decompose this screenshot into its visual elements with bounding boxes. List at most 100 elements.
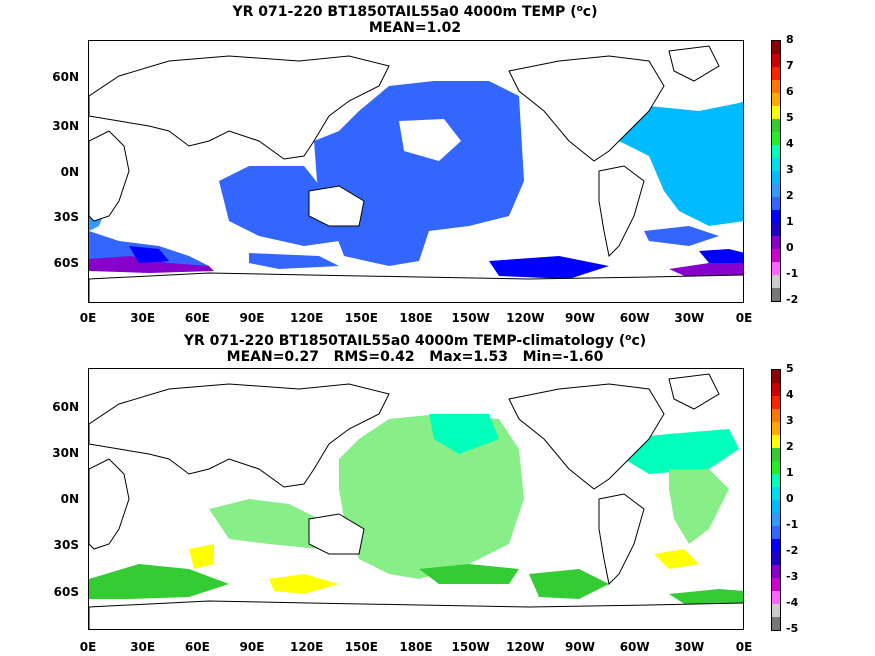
map2-colorbar-label: -1 [786,518,799,531]
map1-southern-atlantic-field [644,226,719,246]
map1-colorbar-swatch [772,171,780,184]
map2-field [89,373,743,629]
map2-colorbar-swatch [772,383,780,396]
map2-yellow-field-1 [189,544,214,569]
map2-lat-label: 30S [53,538,79,552]
map1-lon-label: 150W [451,311,490,325]
map2-lat-label: 60N [52,400,79,414]
map1-lon-label: 120W [506,311,545,325]
map2-pacific-field [339,414,524,579]
map1-lon-label: 30W [674,311,705,325]
map2-north-america-coast [508,383,665,490]
map1-colorbar-label: 5 [786,111,794,124]
map2-lon-label: 120W [506,640,545,654]
map1-indian-field [219,166,359,246]
map1-colorbar-label: 7 [786,59,794,72]
map1-colorbar-swatch [772,145,780,158]
map1-colorbar-swatch [772,41,780,54]
map1-lon-label: 0E [79,311,97,325]
map2-lon-label: 90W [565,640,595,654]
map2-colorbar-swatch [772,396,780,409]
map1-southern-pacific-field [249,253,339,269]
map2-colorbar-label: 1 [786,466,794,479]
map2-colorbar-label: 2 [786,440,794,453]
map1-colorbar-swatch [772,67,780,80]
map1-colorbar-swatch [772,132,780,145]
map2-subtitle: MEAN=0.27 RMS=0.42 Max=1.53 Min=-1.60 [226,349,604,365]
map1-colorbar-swatch [772,119,780,132]
map2-coastlines [89,373,743,629]
map2-lon-label: 120E [290,640,324,654]
map2-yellow-field-2 [269,574,339,594]
map1-lon-label: 30E [130,311,156,325]
map1-pacific-field [314,81,524,266]
map1-colorbar-swatch [772,249,780,262]
map2-colorbar-swatch [772,591,780,604]
map2-greenland-coast [668,373,720,410]
map2-lat-label: 60S [53,585,79,599]
map2-colorbar-swatch [772,513,780,526]
map2-eurasia-coast [89,383,390,488]
map2-colorbar-label: 4 [786,388,794,401]
map1-lon-label: 150E [344,311,378,325]
map1-colorbar-swatch [772,106,780,119]
map1-colorbar-label: -2 [786,293,799,306]
map1-colorbar-label: 8 [786,33,794,46]
map1-lon-label: 90E [239,311,265,325]
map1-colorbar [771,40,781,302]
map2-colorbar-swatch [772,565,780,578]
map1-south-america-coast [598,165,645,258]
map1-colorbar-swatch [772,275,780,288]
map2-colorbar-swatch [772,422,780,435]
map1-colorbar-label: 1 [786,215,794,228]
map1-colorbar-swatch [772,158,780,171]
map2-colorbar-swatch [772,526,780,539]
map1-colorbar-swatch [772,54,780,67]
map1-antarctica-coast [89,272,743,302]
map2-atlantic-green-field [669,469,729,544]
map1-australia-coast [308,185,365,227]
map2-lon-label: 180E [399,640,433,654]
map1-colorbar-swatch [772,197,780,210]
map2-antarctica-coast [89,600,743,629]
map1-colorbar-swatch [772,210,780,223]
map2-colorbar-swatch [772,487,780,500]
map1-southern-blue-field [489,256,609,279]
map1-colorbar-label: 2 [786,189,794,202]
map1-colorbar-label: -1 [786,267,799,280]
map1-colorbar-swatch [772,80,780,93]
map2-australia-coast [308,513,365,555]
map2-lon-label: 0E [735,640,753,654]
map2-lon-label: 150W [451,640,490,654]
map2-colorbar-label: 0 [786,492,794,505]
map2-colorbar-swatch [772,552,780,565]
map1-blue-field-2 [699,249,743,263]
map1-lon-label: 180E [399,311,433,325]
map2-southern-green-field-4 [669,589,743,607]
map1-lat-label: 30S [53,210,79,224]
map2-south-america-coast [598,493,645,586]
map1-colorbar-swatch [772,93,780,106]
map2-southern-green-field-1 [89,564,229,599]
map1-purple-field-1 [89,256,214,273]
map2-pacific-teal-field [429,414,499,454]
map1-lon-label: 0E [735,311,753,325]
map2-lon-label: 30W [674,640,705,654]
map2-colorbar-swatch [772,409,780,422]
map1-lon-label: 120E [290,311,324,325]
map2-colorbar-swatch [772,461,780,474]
map1-coastlines [89,45,743,302]
map2-atlantic-teal-field [619,429,739,474]
map2-colorbar-label: -3 [786,570,799,583]
map1-colorbar-swatch [772,262,780,275]
map1-blue-field-1 [129,246,169,263]
map1-field [89,45,743,302]
map1-title: YR 071-220 BT1850TAIL55a0 4000m TEMP (oc… [232,4,598,20]
map1-plot-area [88,40,744,303]
map1-eurasia-coast [89,55,390,160]
map1-pacific-hole [399,119,461,161]
map2-lat-label: 30N [52,446,79,460]
map1-lon-label: 90W [565,311,595,325]
map2-lon-label: 90E [239,640,265,654]
map1-lon-label: 60W [619,311,650,325]
